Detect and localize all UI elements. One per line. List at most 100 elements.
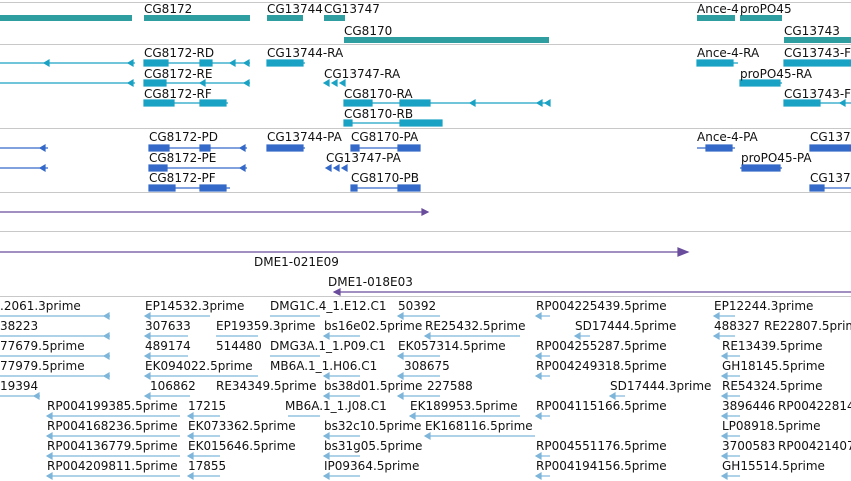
protein-label[interactable]: CG13747-PA: [326, 151, 401, 165]
transcript-label[interactable]: CG8172-RE: [144, 67, 213, 81]
est-label[interactable]: 106862: [150, 379, 196, 393]
est-label[interactable]: RP004551176.5prime: [536, 439, 667, 453]
est-label[interactable]: EP12244.3prime: [714, 299, 814, 313]
gene-bar-cg13744[interactable]: [267, 15, 303, 21]
est-label[interactable]: 489174: [145, 339, 191, 353]
est-label[interactable]: 3700583: [722, 439, 776, 453]
protein-label[interactable]: CG137: [810, 171, 851, 185]
transcript-label[interactable]: CG8172-RF: [144, 87, 212, 101]
gene-bar-cg13743[interactable]: [784, 37, 851, 43]
transcript-label[interactable]: CG8170-RA: [344, 87, 413, 101]
gene-label[interactable]: proPO45: [740, 2, 792, 16]
est-label[interactable]: bs31g05.5prime: [324, 439, 423, 453]
transcript-label[interactable]: CG13743-F: [784, 87, 851, 101]
est-label[interactable]: GH15514.5prime: [722, 459, 825, 473]
est-label[interactable]: SD17444.5prime: [575, 319, 677, 333]
track-separator: [0, 44, 851, 45]
transcript-label[interactable]: CG13744-RA: [267, 46, 344, 60]
est-label[interactable]: RE25432.5prime: [425, 319, 526, 333]
est-label[interactable]: bs38d01.5prime: [324, 379, 423, 393]
transcript-label[interactable]: CG13743-F: [784, 46, 851, 60]
est-label[interactable]: EP19359.3prime: [216, 319, 316, 333]
est-label[interactable]: RP004214070: [778, 439, 851, 453]
est-label[interactable]: EK189953.5prime: [410, 399, 518, 413]
est-label[interactable]: 50392: [398, 299, 437, 313]
est-label[interactable]: GH18145.5prime: [722, 359, 825, 373]
est-label[interactable]: RP004115166.5prime: [536, 399, 667, 413]
est-label[interactable]: RP004194156.5prime: [536, 459, 667, 473]
est-label[interactable]: 308675: [404, 359, 450, 373]
est-label[interactable]: 514480: [216, 339, 262, 353]
gene-label[interactable]: CG8172: [144, 2, 193, 16]
est-label[interactable]: 77679.5prime: [0, 339, 85, 353]
gene-bar-cg8172[interactable]: [144, 15, 250, 21]
transcript-label[interactable]: CG13747-RA: [324, 67, 401, 81]
est-label[interactable]: 17215: [188, 399, 227, 413]
est-label[interactable]: 307633: [145, 319, 191, 333]
est-label[interactable]: RP004209811.5prime: [47, 459, 178, 473]
protein-label[interactable]: CG8172-PD: [149, 130, 219, 144]
est-label[interactable]: IP09364.5prime: [324, 459, 420, 473]
est-label[interactable]: RP004168236.5prime: [47, 419, 178, 433]
est-label[interactable]: 227588: [427, 379, 473, 393]
est-label[interactable]: RE54324.5prime: [722, 379, 823, 393]
gene-bar-cg8172-left[interactable]: [0, 15, 132, 21]
est-label[interactable]: 17855: [188, 459, 227, 473]
est-label[interactable]: RE34349.5prime: [216, 379, 317, 393]
transcript-label[interactable]: CG8172-RD: [144, 46, 215, 60]
est-label[interactable]: RP004199385.5prime: [47, 399, 178, 413]
est-label[interactable]: .2061.3prime: [0, 299, 81, 313]
protein-label[interactable]: CG13744-PA: [267, 130, 342, 144]
est-label[interactable]: MB6A.1_1.H06.C1: [270, 359, 378, 373]
protein-label[interactable]: CG8170-PB: [351, 171, 420, 185]
est-label[interactable]: RE13439.5prime: [722, 339, 823, 353]
est-label[interactable]: 488327: [714, 319, 760, 333]
est-label[interactable]: 3896446: [722, 399, 776, 413]
est-label[interactable]: RP004255287.5prime: [536, 339, 667, 353]
transcript-label[interactable]: proPO45-RA: [740, 67, 812, 81]
est-label[interactable]: EK168116.5prime: [425, 419, 533, 433]
est-label[interactable]: RP004136779.5prime: [47, 439, 178, 453]
protein-label[interactable]: CG8172-PE: [149, 151, 217, 165]
protein-label[interactable]: Ance-4-PA: [697, 130, 758, 144]
gene-label[interactable]: Ance-4: [697, 2, 739, 16]
gene-bar-cg8170[interactable]: [344, 37, 549, 43]
clone-label[interactable]: DME1-018E03: [328, 275, 413, 289]
protein-label[interactable]: CG137: [810, 130, 851, 144]
est-label[interactable]: EK057314.5prime: [398, 339, 506, 353]
est-label[interactable]: DMG1C.4_1.E12.C1: [270, 299, 387, 313]
gene-label[interactable]: CG13744: [267, 2, 323, 16]
est-label[interactable]: EP14532.3prime: [145, 299, 245, 313]
gene-label[interactable]: CG13747: [324, 2, 380, 16]
est-label[interactable]: RP004225439.5prime: [536, 299, 667, 313]
gene-bar-propo45[interactable]: [740, 15, 782, 21]
est-label[interactable]: RP004249318.5prime: [536, 359, 667, 373]
est-label[interactable]: DMG3A.1_1.P09.C1: [270, 339, 386, 353]
transcript-label[interactable]: Ance-4-RA: [697, 46, 760, 60]
est-label[interactable]: EK015646.5prime: [188, 439, 296, 453]
est-label[interactable]: 38223: [0, 319, 39, 333]
est-label[interactable]: MB6A.1_1.J08.C1: [285, 399, 387, 413]
est-label[interactable]: SD17444.3prime: [610, 379, 712, 393]
gene-label[interactable]: CG8170: [344, 24, 393, 38]
gene-bar-ance-4[interactable]: [697, 15, 735, 21]
gene-label[interactable]: CG13743: [784, 24, 840, 38]
track-separator: [0, 128, 851, 129]
est-label[interactable]: EK094022.5prime: [145, 359, 253, 373]
est-label[interactable]: RP004228144: [778, 399, 851, 413]
est-label[interactable]: LP08918.5prime: [722, 419, 821, 433]
transcript-label[interactable]: CG8170-RB: [344, 107, 414, 121]
protein-label[interactable]: proPO45-PA: [741, 151, 812, 165]
protein-label[interactable]: CG8172-PF: [149, 171, 216, 185]
est-label[interactable]: 19394: [0, 379, 39, 393]
est-label[interactable]: bs32c10.5prime: [324, 419, 422, 433]
gene-bar-cg13747[interactable]: [324, 15, 345, 21]
protein-label[interactable]: CG8170-PA: [351, 130, 419, 144]
est-label[interactable]: 77979.5prime: [0, 359, 85, 373]
est-label[interactable]: EK073362.5prime: [188, 419, 296, 433]
est-label[interactable]: RE22807.5prime: [764, 319, 851, 333]
gene-track: [0, 15, 851, 43]
clone-label[interactable]: DME1-021E09: [254, 255, 339, 269]
est-label[interactable]: bs16e02.5prime: [324, 319, 423, 333]
